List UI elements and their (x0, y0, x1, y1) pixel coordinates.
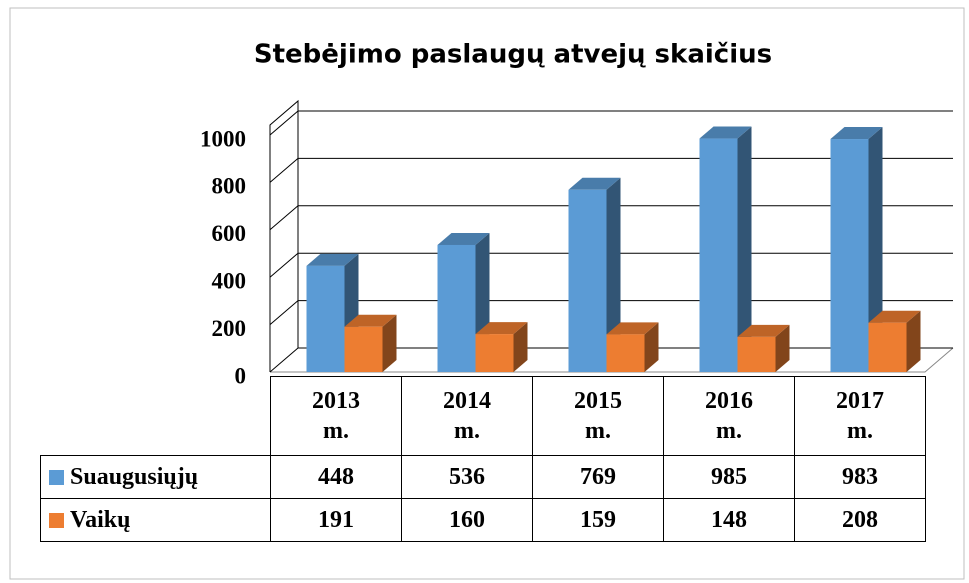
table-value: 769 (532, 455, 664, 499)
bar (606, 334, 645, 372)
y-tick-label: 600 (212, 221, 247, 246)
table-value: 985 (663, 455, 795, 499)
bar-side (644, 322, 659, 372)
bar-top (344, 314, 397, 327)
grid-line-side (269, 205, 299, 231)
legend-label: Suaugusiųjų (70, 464, 199, 490)
bar-side (382, 314, 397, 372)
bar-side (606, 177, 621, 372)
table-value: 191 (270, 498, 402, 542)
grid-line-side (269, 110, 299, 136)
table-header-cell: 2015 m. (532, 376, 664, 456)
bar-top (306, 253, 359, 266)
bar-side (775, 324, 790, 372)
bar (437, 244, 476, 372)
bar (868, 322, 907, 372)
table-header-cell: 2014 m. (401, 376, 533, 456)
table-value: 160 (401, 498, 533, 542)
bar-side (868, 127, 883, 373)
bar-top (737, 324, 790, 337)
table-value: 983 (794, 455, 926, 499)
table-header-cell: 2016 m. (663, 376, 795, 456)
grid-line-side (269, 158, 299, 183)
bar-side (906, 310, 921, 372)
legend-label: Vaikų (70, 507, 131, 533)
table-header-cell: 2013 m. (270, 376, 402, 456)
bar (568, 189, 607, 372)
bar (737, 336, 776, 372)
table-value: 148 (663, 498, 795, 542)
bar-top (606, 322, 659, 335)
bar-top (475, 322, 528, 335)
legend-cell: Suaugusiųjų (40, 455, 271, 499)
bar-top (699, 126, 752, 139)
table-value: 448 (270, 455, 402, 499)
chart-title: Stebėjimo paslaugų atvejų skaičius (254, 40, 772, 70)
bar-top (437, 232, 490, 245)
y-tick-label: 1000 (200, 126, 246, 151)
bar-side (737, 126, 752, 373)
bar (830, 139, 869, 372)
legend-cell: Vaikų (40, 498, 271, 542)
table-value: 208 (794, 498, 926, 542)
bar-side (513, 322, 528, 372)
table-value: 536 (401, 455, 533, 499)
grid-line-side (269, 300, 299, 325)
table-value: 159 (532, 498, 664, 542)
legend-key (49, 469, 64, 485)
grid-line-side (269, 252, 299, 278)
bar (475, 334, 514, 372)
legend-key (49, 512, 64, 528)
grid-line-side (269, 347, 299, 373)
bar-top (868, 310, 921, 323)
table-header-cell: 2017 m. (794, 376, 926, 456)
bar-top (568, 177, 621, 190)
bar (699, 138, 738, 372)
y-tick-label: 800 (212, 174, 247, 199)
side-wall (269, 99, 299, 372)
y-tick-label: 200 (212, 316, 247, 341)
y-tick-label: 0 (235, 363, 247, 388)
bar (344, 326, 383, 372)
bar (306, 265, 345, 372)
y-tick-label: 400 (212, 268, 247, 293)
bar-top (830, 127, 883, 140)
